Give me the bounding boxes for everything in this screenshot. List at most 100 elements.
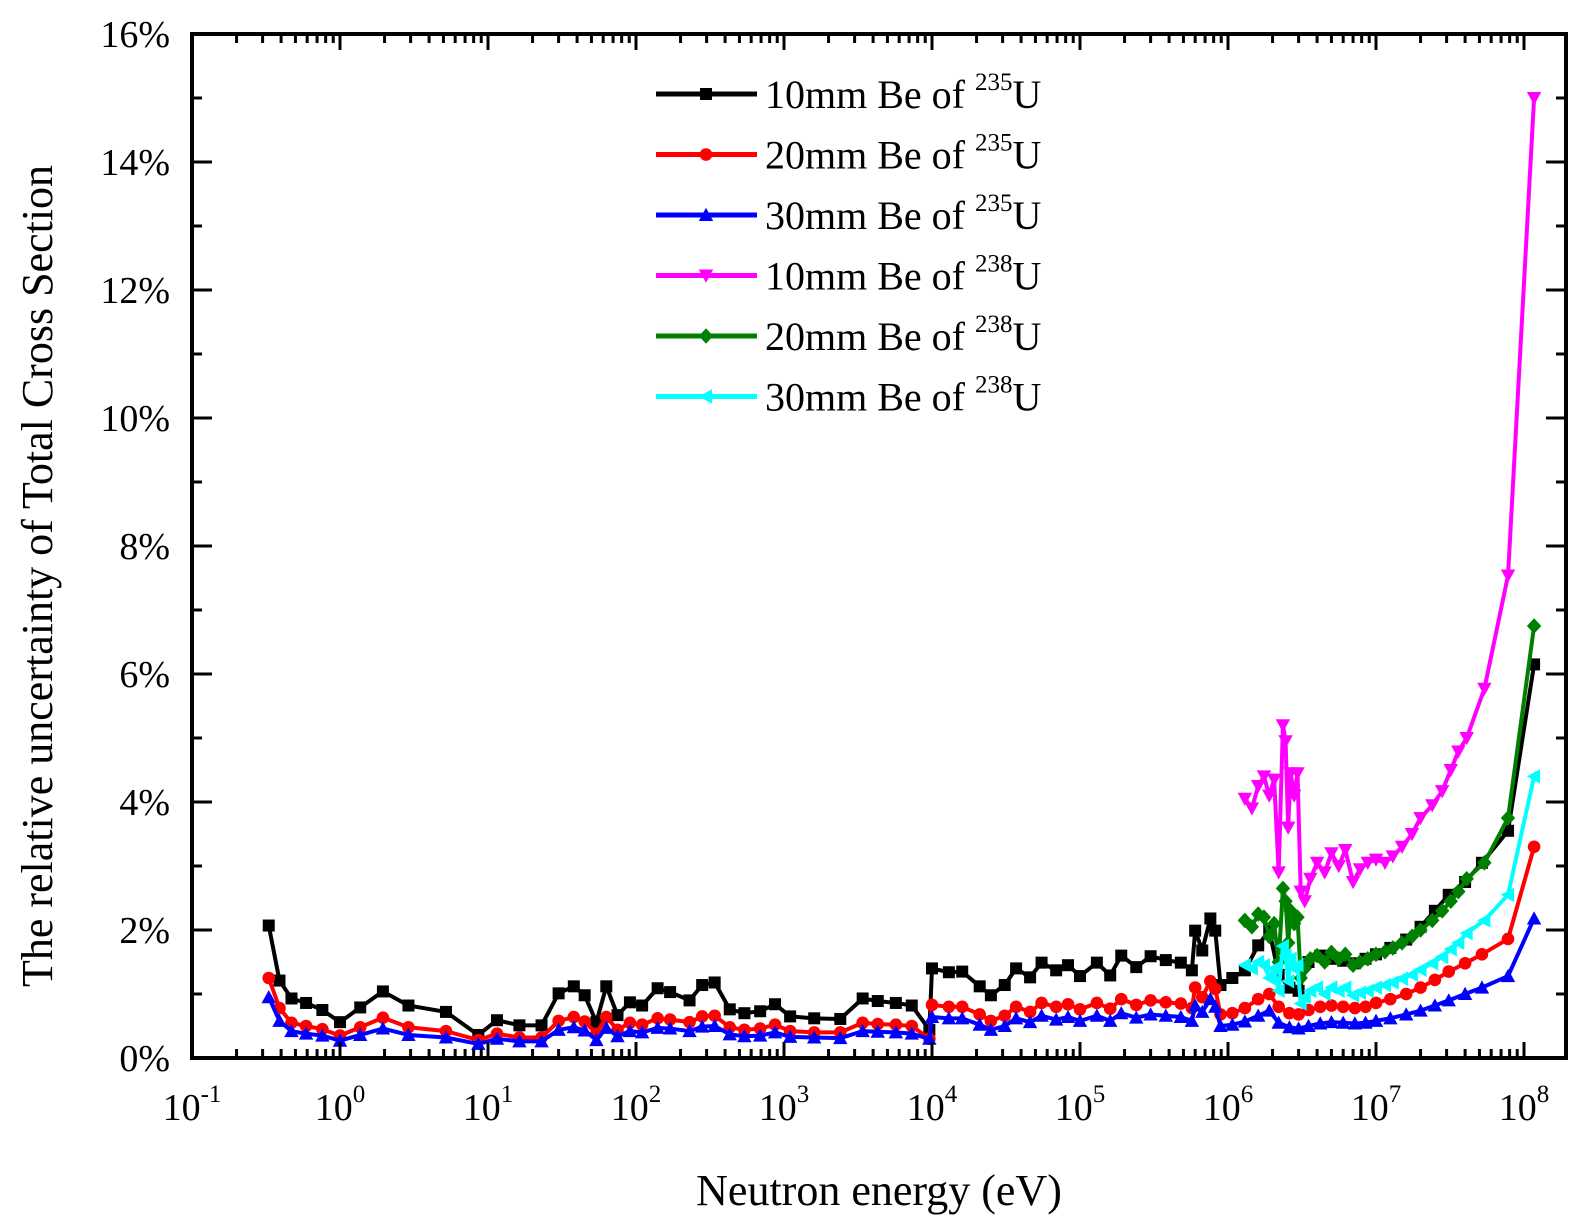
data-point <box>1377 856 1393 870</box>
data-point <box>1526 92 1542 106</box>
data-point <box>696 979 709 992</box>
data-point <box>1324 944 1339 961</box>
data-point <box>534 1034 549 1048</box>
data-point <box>1336 1000 1350 1014</box>
data-point <box>1441 993 1456 1007</box>
data-point <box>578 1015 591 1028</box>
data-point <box>888 1025 904 1039</box>
data-point <box>1394 840 1410 854</box>
data-point <box>590 1016 603 1029</box>
data-point <box>904 1026 919 1040</box>
data-point <box>682 1023 697 1038</box>
data-point <box>664 986 677 999</box>
data-point <box>1451 883 1466 900</box>
data-point <box>1442 965 1456 978</box>
data-point <box>376 985 389 998</box>
data-point <box>1377 943 1393 960</box>
data-point <box>1114 992 1128 1006</box>
data-point <box>1256 958 1270 973</box>
legend-marker <box>699 148 713 161</box>
data-point <box>1280 974 1295 989</box>
data-point <box>998 979 1011 992</box>
data-point <box>402 1020 415 1034</box>
data-point <box>1338 980 1352 995</box>
x-tick-label: 104 <box>907 1081 958 1129</box>
data-point <box>695 1010 709 1023</box>
data-point <box>1062 959 1075 972</box>
data-point <box>1104 969 1117 982</box>
data-point <box>1348 1001 1362 1015</box>
series-2 <box>261 911 1542 1050</box>
data-point <box>1262 1003 1277 1017</box>
data-point <box>1293 970 1308 986</box>
data-point <box>855 1023 870 1038</box>
x-tick-label: 106 <box>1203 1081 1254 1129</box>
data-point <box>1143 1007 1158 1021</box>
data-point <box>1459 871 1474 887</box>
y-tick-labels: 0% 2% 4% 6% 8% 10% 12% 14% 16% <box>100 14 170 1080</box>
data-point <box>600 1010 613 1024</box>
data-point <box>1251 780 1266 794</box>
legend-label: 20mm Be of 238U <box>765 311 1041 359</box>
data-point <box>1309 856 1325 870</box>
data-point <box>1413 812 1428 826</box>
data-point <box>1262 928 1277 945</box>
data-point <box>708 1009 721 1023</box>
data-point <box>332 1033 348 1047</box>
data-point <box>1500 569 1516 583</box>
data-point <box>889 1018 903 1032</box>
data-point <box>1399 987 1413 1001</box>
legend-item: 20mm Be of 238U <box>656 311 1041 359</box>
data-point <box>1331 860 1346 874</box>
data-point <box>578 989 591 1002</box>
data-point <box>551 1022 566 1036</box>
data-point <box>599 1020 614 1034</box>
data-point <box>1368 1013 1384 1027</box>
data-point <box>1283 951 1297 966</box>
data-point <box>1427 998 1443 1012</box>
data-point <box>870 1024 885 1038</box>
data-point <box>905 999 918 1012</box>
data-point <box>623 1016 637 1030</box>
data-point <box>651 1012 664 1025</box>
data-point <box>1331 951 1346 967</box>
data-point <box>1226 1006 1239 1020</box>
x-tick-label: 100 <box>315 1081 366 1129</box>
data-point <box>1527 840 1541 854</box>
data-point <box>1115 949 1128 962</box>
data-point <box>1278 893 1293 909</box>
legend-label: 10mm Be of 235U <box>765 69 1041 117</box>
data-point <box>1458 956 1472 970</box>
x-tick-label: 101 <box>463 1081 514 1129</box>
data-point <box>298 1026 314 1040</box>
data-point <box>722 1027 737 1041</box>
data-point <box>1024 971 1037 984</box>
data-point <box>1272 1000 1285 1014</box>
data-point <box>1443 942 1457 957</box>
data-point <box>1290 958 1304 973</box>
data-point <box>1526 769 1541 784</box>
data-point <box>1413 962 1427 977</box>
data-point <box>535 1019 548 1032</box>
data-point <box>752 1028 768 1042</box>
x-tick-label: 10-1 <box>163 1081 222 1129</box>
data-point <box>1262 987 1276 1001</box>
data-point <box>300 996 313 1009</box>
data-point <box>567 980 580 993</box>
data-point <box>683 994 696 1007</box>
data-point <box>299 1019 313 1033</box>
data-point <box>833 1030 848 1045</box>
data-point <box>737 1029 752 1043</box>
data-point <box>623 996 636 1009</box>
data-point <box>1434 785 1450 799</box>
data-point <box>1313 1000 1327 1014</box>
data-point <box>1451 935 1465 950</box>
data-point <box>1443 893 1458 909</box>
data-point <box>1297 990 1311 1005</box>
x-tick-label: 108 <box>1499 1081 1550 1129</box>
data-point <box>1384 992 1397 1006</box>
data-point <box>768 1018 782 1032</box>
data-point <box>856 1016 869 1030</box>
data-point <box>922 1031 937 1045</box>
data-point <box>1262 970 1276 986</box>
